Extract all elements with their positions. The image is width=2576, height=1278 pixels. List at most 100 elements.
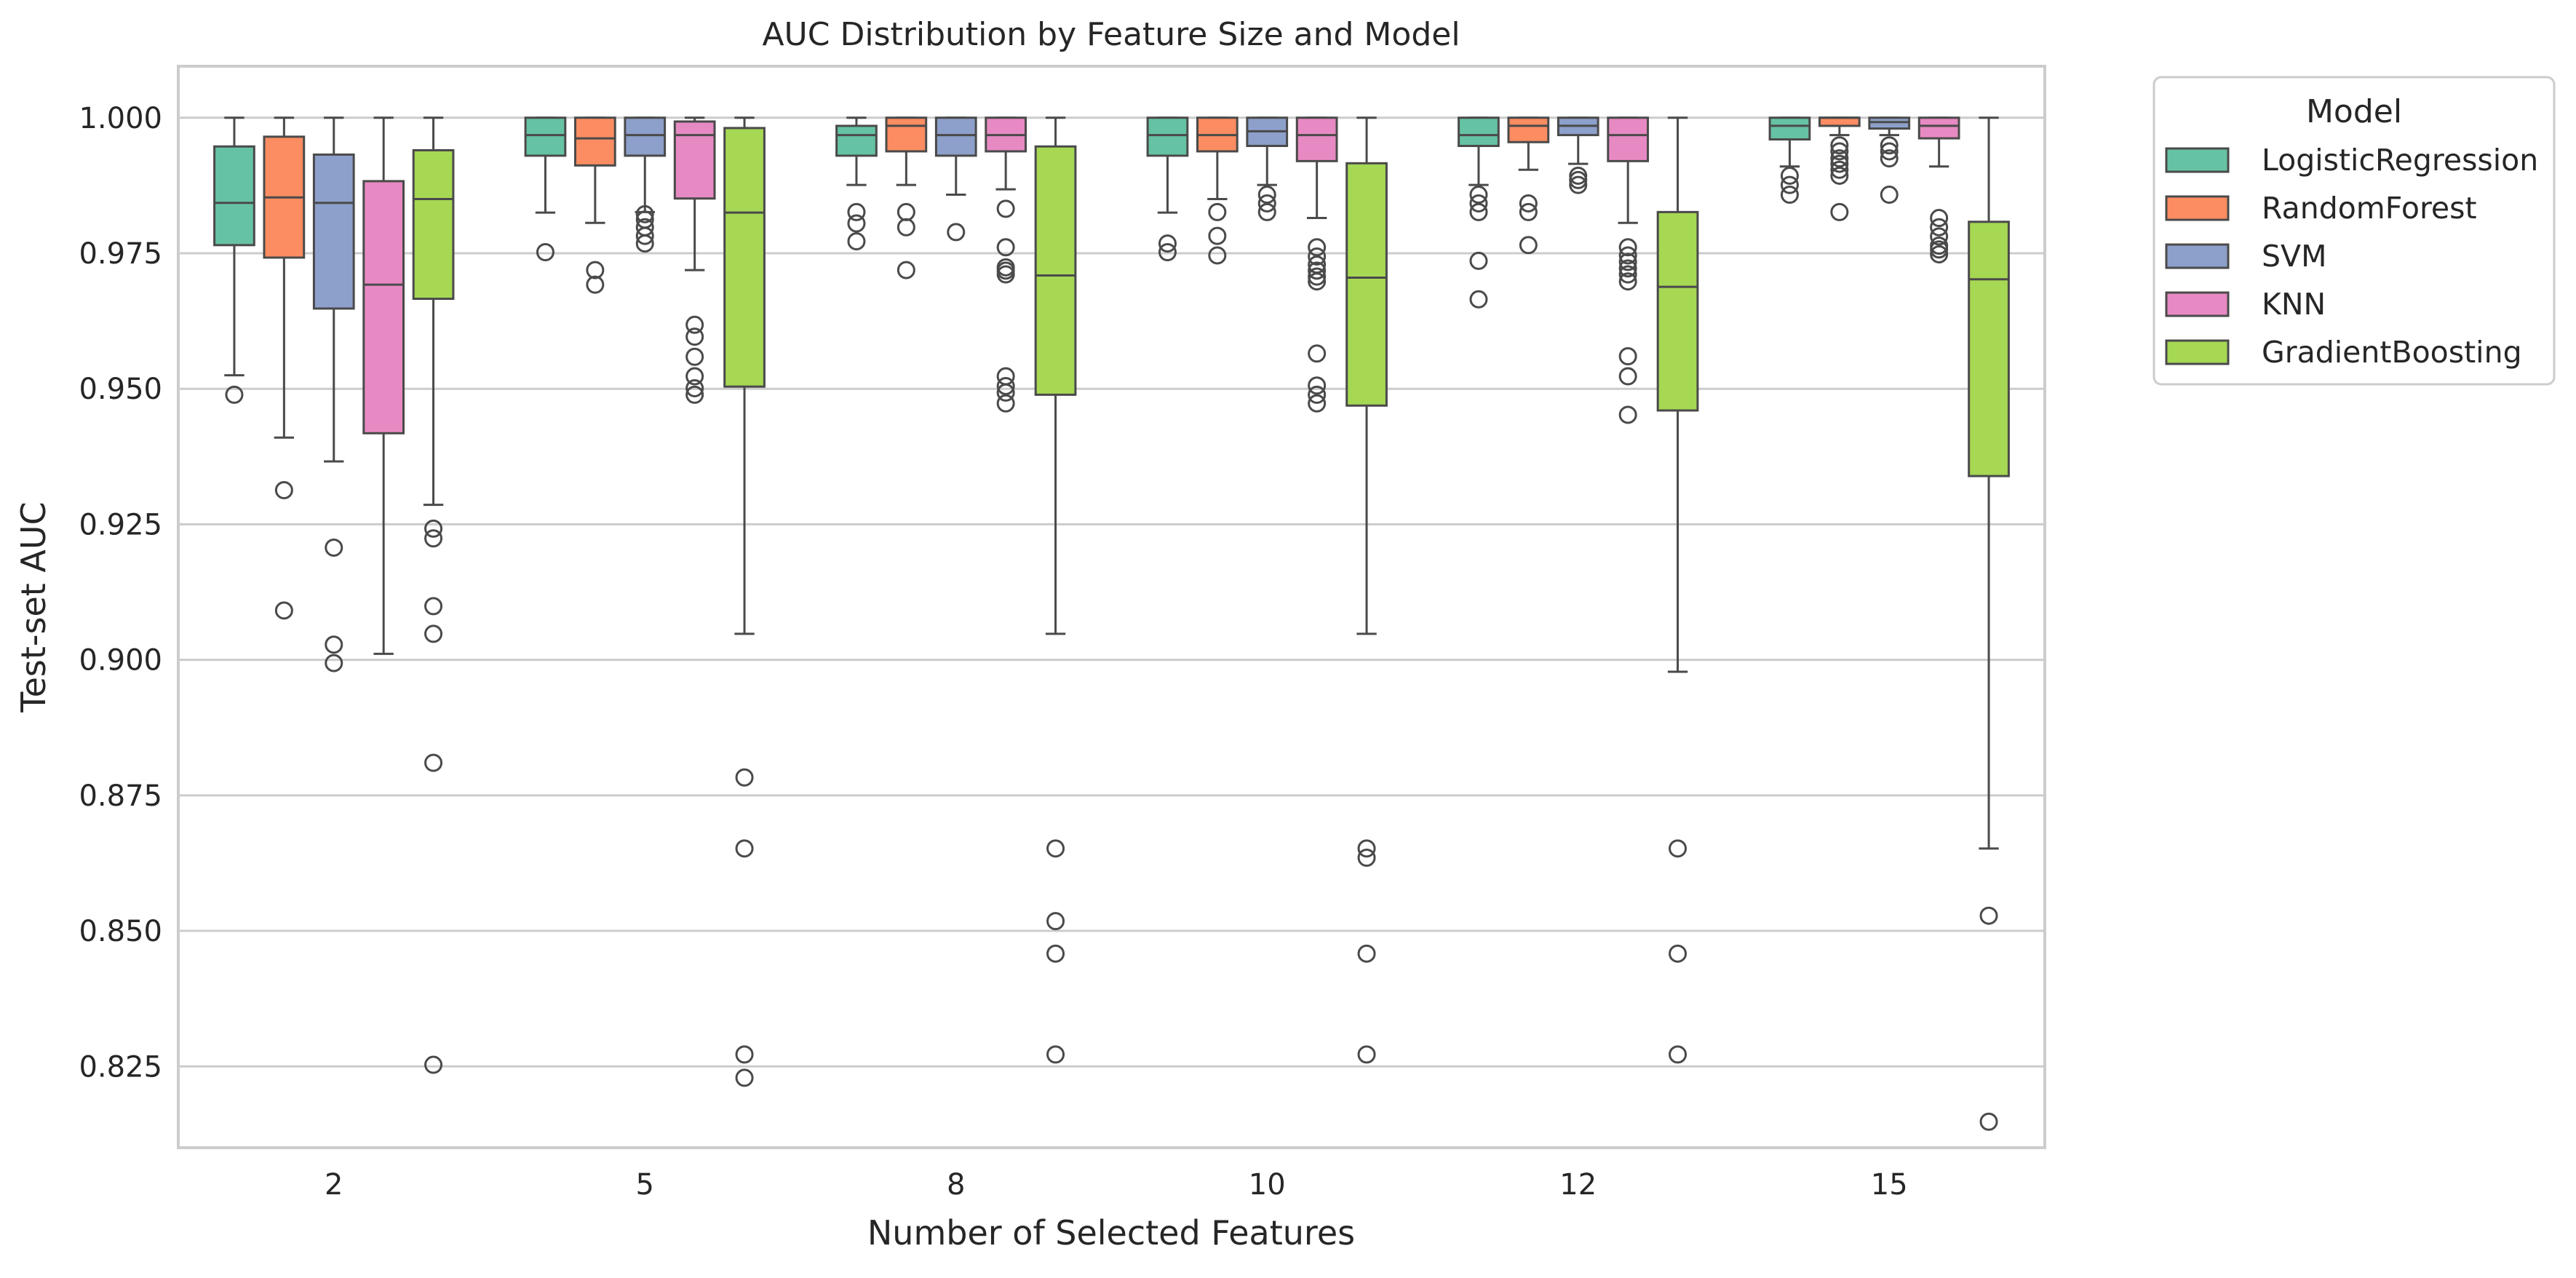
outlier-point bbox=[1208, 226, 1227, 245]
box-RandomForest-8 bbox=[885, 116, 928, 279]
y-tick-label: 0.875 bbox=[79, 779, 162, 813]
outlier-point bbox=[1669, 944, 1687, 963]
outlier-point bbox=[1979, 906, 1998, 925]
iqr-box bbox=[673, 120, 716, 200]
outlier-point bbox=[1308, 261, 1327, 280]
outlier-point bbox=[1930, 209, 1949, 228]
box-LogisticRegression-10 bbox=[1146, 116, 1189, 261]
box-KNN-5 bbox=[673, 116, 716, 404]
outlier-point bbox=[424, 1055, 443, 1074]
legend-swatch-SVM bbox=[2165, 243, 2230, 269]
iqr-box bbox=[213, 145, 255, 247]
legend-label-RandomForest: RandomForest bbox=[2262, 191, 2477, 226]
outlier-point bbox=[1158, 234, 1177, 253]
legend-items: LogisticRegression RandomForest SVM KNN Grad… bbox=[2165, 143, 2538, 370]
outlier-point bbox=[1830, 149, 1849, 168]
iqr-box bbox=[1656, 210, 1699, 412]
outlier-point bbox=[1469, 251, 1488, 270]
legend-label-KNN: KNN bbox=[2262, 287, 2326, 322]
box-GradientBoosting-10 bbox=[1345, 116, 1388, 1064]
iqr-box bbox=[362, 180, 405, 434]
outlier-point bbox=[1880, 186, 1899, 205]
box-SVM-12 bbox=[1557, 116, 1599, 194]
outlier-point bbox=[1569, 166, 1588, 185]
outlier-point bbox=[635, 205, 654, 223]
box-LogisticRegression-15 bbox=[1768, 116, 1811, 205]
outlier-point bbox=[685, 385, 704, 404]
iqr-box bbox=[835, 124, 878, 157]
x-tick-label: 15 bbox=[1871, 1168, 1908, 1202]
x-tick-label: 10 bbox=[1249, 1168, 1286, 1202]
box-GradientBoosting-5 bbox=[723, 116, 766, 1087]
outlier-point bbox=[1519, 202, 1538, 221]
outlier-point bbox=[225, 385, 244, 404]
outlier-point bbox=[274, 601, 293, 620]
box-SVM-2 bbox=[312, 116, 355, 672]
outlier-point bbox=[1880, 136, 1899, 155]
outlier-point bbox=[847, 202, 866, 221]
outlier-point bbox=[996, 265, 1015, 284]
x-tick-labels: 2 5 8 10 12 15 bbox=[325, 1168, 1908, 1202]
outlier-point bbox=[1357, 944, 1376, 963]
box-groups bbox=[213, 116, 2010, 1131]
iqr-box bbox=[1917, 116, 1960, 140]
outlier-point bbox=[897, 218, 915, 237]
grid-lines bbox=[178, 116, 2045, 1068]
outlier-point bbox=[685, 347, 704, 366]
iqr-box bbox=[1146, 116, 1189, 157]
outlier-point bbox=[1830, 160, 1849, 179]
outlier-point bbox=[424, 529, 443, 548]
box-KNN-2 bbox=[362, 116, 405, 655]
outlier-point bbox=[1669, 839, 1687, 858]
outlier-point bbox=[1780, 186, 1799, 205]
outlier-point bbox=[325, 635, 343, 654]
outlier-point bbox=[325, 538, 343, 557]
iqr-box bbox=[1818, 116, 1861, 127]
outlier-point bbox=[1469, 202, 1488, 221]
outlier-point bbox=[1780, 166, 1799, 185]
outlier-point bbox=[1830, 136, 1849, 155]
outlier-point bbox=[847, 232, 866, 251]
y-tick-label: 0.925 bbox=[79, 508, 162, 541]
x-tick-label: 12 bbox=[1559, 1168, 1597, 1202]
outlier-point bbox=[1208, 246, 1227, 265]
outlier-point bbox=[586, 261, 605, 279]
iqr-box bbox=[1968, 221, 2010, 477]
outlier-point bbox=[1046, 839, 1065, 858]
y-tick-label: 0.950 bbox=[79, 373, 162, 406]
outlier-point bbox=[1618, 259, 1637, 278]
outlier-point bbox=[1046, 944, 1065, 963]
box-SVM-15 bbox=[1868, 116, 1911, 205]
outlier-point bbox=[1830, 154, 1849, 173]
legend-swatch-KNN bbox=[2165, 291, 2230, 317]
outlier-point bbox=[735, 1068, 754, 1087]
outlier-point bbox=[586, 275, 605, 294]
outlier-point bbox=[1930, 218, 1949, 237]
iqr-box bbox=[1295, 116, 1338, 162]
outlier-point bbox=[274, 480, 293, 499]
iqr-box bbox=[885, 116, 928, 153]
x-axis-label: Number of Selected Features bbox=[867, 1213, 1355, 1253]
iqr-box bbox=[1034, 145, 1077, 396]
y-axis-label: Test-set AUC bbox=[14, 501, 53, 713]
outlier-point bbox=[685, 328, 704, 346]
outlier-point bbox=[1158, 242, 1177, 261]
outlier-point bbox=[735, 1045, 754, 1064]
iqr-box bbox=[573, 116, 616, 167]
outlier-point bbox=[1308, 272, 1327, 291]
outlier-point bbox=[1469, 290, 1488, 309]
outlier-point bbox=[685, 367, 704, 386]
outlier-point bbox=[1618, 238, 1637, 257]
outlier-point bbox=[1930, 240, 1949, 259]
outlier-point bbox=[1569, 175, 1588, 194]
outlier-point bbox=[635, 234, 654, 253]
outlier-point bbox=[1208, 202, 1227, 221]
box-RandomForest-5 bbox=[573, 116, 616, 294]
outlier-point bbox=[424, 624, 443, 643]
outlier-point bbox=[1257, 202, 1276, 221]
outlier-point bbox=[1618, 405, 1637, 424]
plot-frame bbox=[177, 65, 2046, 1149]
outlier-point bbox=[685, 378, 704, 397]
outlier-point bbox=[1469, 194, 1488, 213]
